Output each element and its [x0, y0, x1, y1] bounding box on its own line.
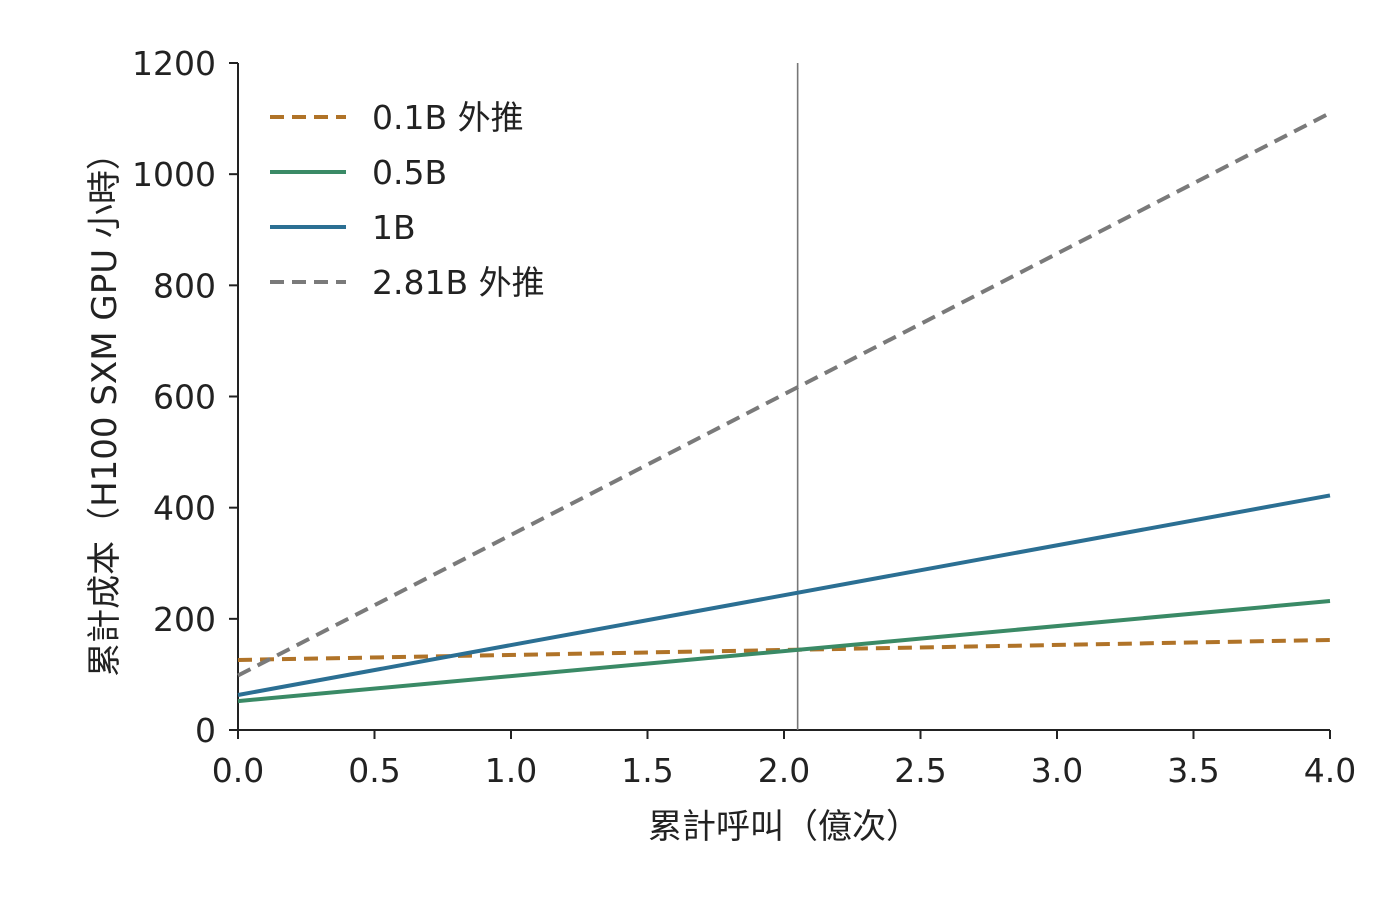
y-tick-label: 1000 — [132, 155, 216, 194]
legend: 0.1B 外推 0.5B 1B 2.81B 外推 — [270, 98, 545, 302]
legend-label: 1B — [372, 208, 416, 247]
series-line — [237, 599, 1331, 704]
y-tick-label: 0 — [195, 711, 216, 750]
x-tick-label: 1.5 — [621, 751, 673, 790]
x-tick-label: 2.0 — [758, 751, 810, 790]
x-axis-title: 累計呼叫（億次） — [648, 807, 920, 847]
x-tick-label: 4.0 — [1304, 751, 1356, 790]
y-tick-label: 600 — [153, 378, 216, 417]
series-lines — [237, 111, 1331, 704]
legend-label: 2.81B 外推 — [372, 263, 545, 302]
x-tick-label: 1.0 — [485, 751, 537, 790]
series-line — [237, 111, 1331, 678]
legend-label: 0.1B 外推 — [372, 98, 524, 137]
series-line — [237, 637, 1331, 662]
y-tick-label: 200 — [153, 600, 216, 639]
x-tick-label: 3.5 — [1167, 751, 1219, 790]
legend-label: 0.5B — [372, 153, 447, 192]
y-tick-label: 1200 — [132, 44, 216, 83]
x-tick-label: 2.5 — [894, 751, 946, 790]
x-tick-label: 3.0 — [1031, 751, 1083, 790]
y-tick-label: 800 — [153, 266, 216, 305]
y-tick-label: 400 — [153, 489, 216, 528]
series-line — [237, 493, 1331, 697]
y-axis-title: 累計成本（H100 SXM GPU 小時） — [85, 136, 125, 677]
x-tick-label: 0.0 — [212, 751, 264, 790]
axes: 0.0 0.5 1.0 1.5 2.0 2.5 3.0 3.5 4.0 0 200 400 600 800… — [132, 44, 1356, 790]
x-tick-label: 0.5 — [348, 751, 400, 790]
